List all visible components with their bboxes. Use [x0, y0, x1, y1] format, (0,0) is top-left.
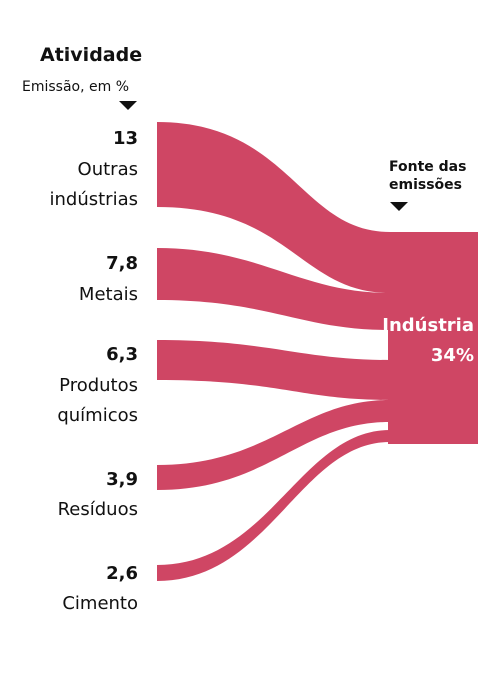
- source-value-metais: 7,8: [106, 253, 138, 274]
- header-subtitle: Emissão, em %: [22, 79, 130, 95]
- source-label-residuos: Resíduos: [57, 499, 138, 520]
- target-name: Indústria: [382, 315, 474, 336]
- target-caption-line1: Fonte das: [389, 159, 467, 175]
- flow-residuos: [157, 400, 390, 490]
- target-node-industria: [388, 232, 478, 444]
- header-down-arrow-icon: [119, 101, 137, 110]
- source-label-metais: Metais: [78, 284, 138, 305]
- source-value-produtos-quimicos: 6,3: [106, 344, 138, 365]
- header-title: Atividade: [40, 44, 143, 66]
- target-down-arrow-icon: [390, 202, 408, 211]
- flow-metais: [157, 248, 390, 330]
- source-label-cimento: Cimento: [62, 593, 138, 614]
- source-value-cimento: 2,6: [106, 563, 138, 584]
- flow-cimento: [157, 430, 390, 581]
- target-caption-line2: emissões: [389, 177, 462, 193]
- source-label-produtos-quimicos: Produtos químicos: [57, 375, 138, 426]
- flow-outras-industrias: [157, 122, 390, 293]
- target-caption: Fonte das emissões: [389, 158, 466, 194]
- source-label-outras-industrias: Outras indústrias: [49, 159, 139, 210]
- source-value-residuos: 3,9: [106, 469, 138, 490]
- target-value: 34%: [430, 345, 474, 366]
- source-value-outras-industrias: 13: [112, 128, 138, 149]
- flow-produtos-quimicos: [157, 340, 390, 400]
